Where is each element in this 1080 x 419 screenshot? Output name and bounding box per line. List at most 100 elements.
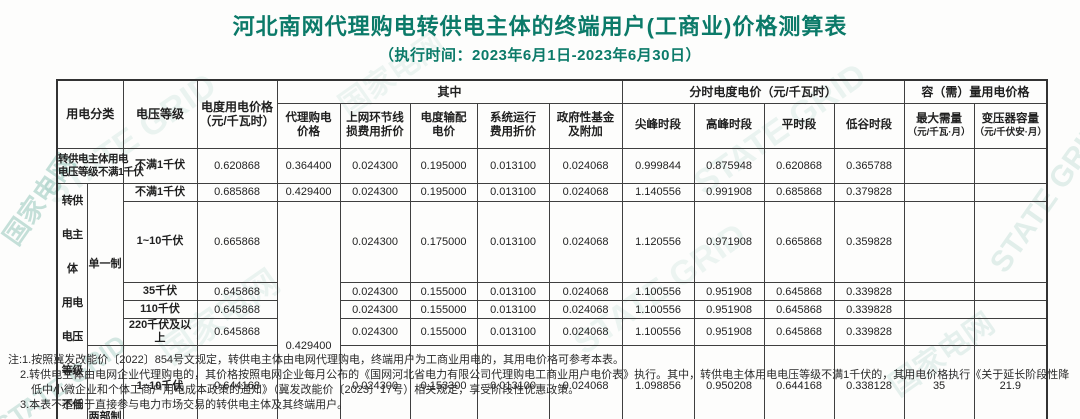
cell-peak: 0.991908 [693,182,765,202]
cell-flat: 0.645868 [763,318,835,346]
cell-gov-fund: 0.024068 [548,282,623,301]
cell-system-ops: 0.013100 [476,200,550,283]
header-transformer: 变压器容量 （元/千伏安·月） [973,102,1048,149]
cell-sharp-peak: 0.999844 [621,147,695,184]
empty-cell [973,200,1048,283]
header-valley: 低谷时段 [833,102,905,149]
cell-peak: 0.875948 [693,147,765,184]
header-agent-price: 代理购电 价格 [276,102,341,149]
cell-voltage: 1~10千伏 [122,200,198,283]
header-line-loss: 上网环节线 损费用折价 [339,102,411,149]
cell-valley: 0.359828 [833,200,905,283]
footnote-1: 注:1.按照冀发改能价〔2022〕854号文规定，转供电主体由电网代理购电，终端… [8,354,625,366]
cell-peak: 0.951908 [693,318,765,346]
cell-transmission: 0.175000 [409,200,478,283]
cell-total-price: 0.665868 [196,200,278,283]
empty-cell [973,182,1048,202]
cell-gov-fund: 0.024068 [548,200,623,283]
cell-system-ops: 0.013100 [476,300,550,319]
table-row: 转供电主体用电 电压等级不满1千伏 不满1千伏 0.620868 0.36440… [56,147,1048,184]
header-gov-fund: 政府性基金 及附加 [548,102,623,149]
cell-valley: 0.339828 [833,318,905,346]
header-max-demand-label: 最大需量 [916,113,963,126]
cell-flat: 0.645868 [763,282,835,301]
cell-voltage: 35千伏 [122,282,198,301]
cell-flat: 0.644168 [763,345,835,419]
empty-cell [903,182,975,202]
group2-two-part-label: 两部制 [86,345,124,419]
cell-peak: 0.951908 [693,282,765,301]
cell-flat: 0.685868 [763,182,835,202]
cell-valley: 0.339828 [833,300,905,319]
cell-system-ops: 0.013100 [476,182,550,202]
cell-total-price: 0.685868 [196,182,278,202]
table-row: 35千伏 0.645868 0.024300 0.155000 0.013100… [57,282,1048,301]
group1-label: 转供电主体用电 电压等级不满1千伏 [56,147,144,184]
header-energy-price: 电度用电价格 （元/千瓦时） [196,79,278,149]
cell-valley: 0.379828 [833,182,905,202]
cell-line-loss: 0.024300 [339,345,411,419]
header-group-capacity: 容（需）量用电价格 [903,79,1048,104]
header-flat: 平时段 [763,102,835,149]
price-table: 用电分类 电压等级 电度用电价格 （元/千瓦时） 其中 分时电度电价（元/千瓦时… [56,79,1049,419]
empty-cell [973,282,1048,301]
cell-valley: 0.339828 [833,282,905,301]
header-transformer-unit: （元/千伏安·月） [974,126,1047,138]
cell-peak: 0.950208 [693,345,765,419]
header-usage-class: 用电分类 [56,79,124,149]
cell-sharp-peak: 1.140556 [621,182,695,202]
cell-total-price: 0.645868 [196,300,278,319]
cell-peak: 0.971908 [693,200,765,283]
table-row: 220千伏及以上 0.645868 0.024300 0.155000 0.01… [57,318,1048,346]
cell-system-ops: 0.013100 [476,147,550,184]
header-voltage-level: 电压等级 [122,79,198,149]
empty-cell [973,318,1048,346]
footnote-2: 2.转供电主体由电网企业代理购电的，其价格按照电网企业每月公布的《国网河北省电力… [20,369,1070,381]
cell-sharp-peak: 1.120556 [621,200,695,283]
cell-gov-fund: 0.024068 [548,318,623,346]
header-max-demand-unit: （元/千瓦·月） [907,126,971,138]
cell-total-price: 0.644168 [196,345,278,419]
cell-system-ops: 0.013100 [476,345,550,419]
cell-agent-price: 0.364400 [276,147,341,184]
footnote-2-continued: 低中小微企业和个体工商户用电成本政策的通知》（冀发改能价〔2023〕17号）相关… [31,384,580,396]
cell-line-loss: 0.024300 [339,282,411,301]
cell-sharp-peak: 1.100556 [621,300,695,319]
empty-cell [973,147,1048,184]
cell-gov-fund: 0.024068 [548,300,623,319]
cell-peak: 0.951908 [693,300,765,319]
cell-gov-fund: 0.024068 [548,345,623,419]
empty-cell [903,300,975,319]
cell-transmission: 0.155000 [409,300,478,319]
table-row: 110千伏 0.645868 0.024300 0.155000 0.01310… [57,300,1048,319]
table-row: 1~10千伏 0.665868 0.429400 0.024300 0.1750… [57,200,1048,419]
cell-agent-price: 0.429400 [276,182,341,202]
cell-flat: 0.620868 [763,147,835,184]
cell-flat: 0.665868 [763,200,835,283]
cell-valley: 0.338128 [833,345,905,419]
cell-line-loss: 0.024300 [339,318,411,346]
table-row: 两部制 1~10千伏 0.644168 0.024300 0.153300 0.… [57,345,1048,419]
cell-line-loss: 0.024300 [339,200,411,283]
header-group-breakdown: 其中 [276,79,623,104]
header-sharp-peak: 尖峰时段 [621,102,695,149]
cell-voltage: 110千伏 [122,300,198,319]
cell-valley: 0.365788 [833,147,905,184]
cell-line-loss: 0.024300 [339,182,411,202]
footnote-3: 3.本表不适用于直接参与电力市场交易的转供电主体及其终端用户。 [20,399,349,411]
cell-total-price: 0.645868 [196,282,278,301]
cell-sharp-peak: 1.100556 [621,318,695,346]
cell-total-price: 0.645868 [196,318,278,346]
cell-gov-fund: 0.024068 [548,147,623,184]
cell-line-loss: 0.024300 [339,147,411,184]
cell-system-ops: 0.013100 [476,282,550,301]
cell-agent-price-merged: 0.429400 [276,200,341,419]
empty-cell [903,147,975,184]
empty-cell [903,282,975,301]
header-transformer-label: 变压器容量 [981,113,1040,126]
table-row: 转供电主体 用电电压等级 不低于1千伏 单一制 不满1千伏 0.685868 0… [56,182,1048,419]
cell-transformer-capacity: 21.9 [973,345,1048,419]
cell-max-demand: 35 [903,345,975,419]
page-subtitle: （执行时间：2023年6月1日-2023年6月30日） [379,47,701,64]
